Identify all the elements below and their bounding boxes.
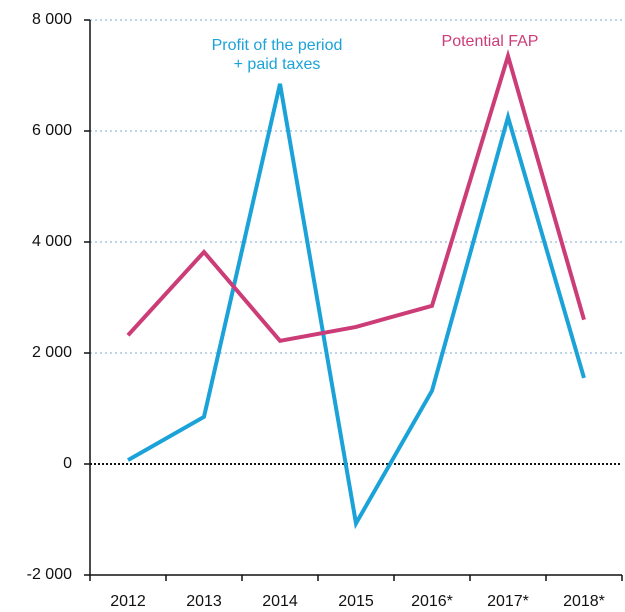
series-label: Potential FAP — [441, 33, 539, 50]
series-line — [126, 49, 586, 343]
x-tick-label: 2017* — [487, 593, 529, 610]
y-tick-label: 4 000 — [32, 233, 72, 250]
y-tick-label: -2 000 — [27, 566, 72, 583]
y-tick-label: 6 000 — [32, 122, 72, 139]
x-tick-label: 2013 — [186, 593, 222, 610]
x-tick-label: 2016* — [411, 593, 453, 610]
y-tick-label: 8 000 — [32, 11, 72, 28]
x-tick-label: 2015 — [338, 593, 374, 610]
y-tick-label: 0 — [63, 455, 72, 472]
x-tick-label: 2014 — [262, 593, 298, 610]
series-label: Profit of the period + paid taxes — [211, 37, 343, 73]
x-tick-label: 2012 — [110, 593, 146, 610]
series-line — [127, 83, 586, 530]
y-tick-label: 2 000 — [32, 344, 72, 361]
x-tick-label: 2018* — [563, 593, 605, 610]
